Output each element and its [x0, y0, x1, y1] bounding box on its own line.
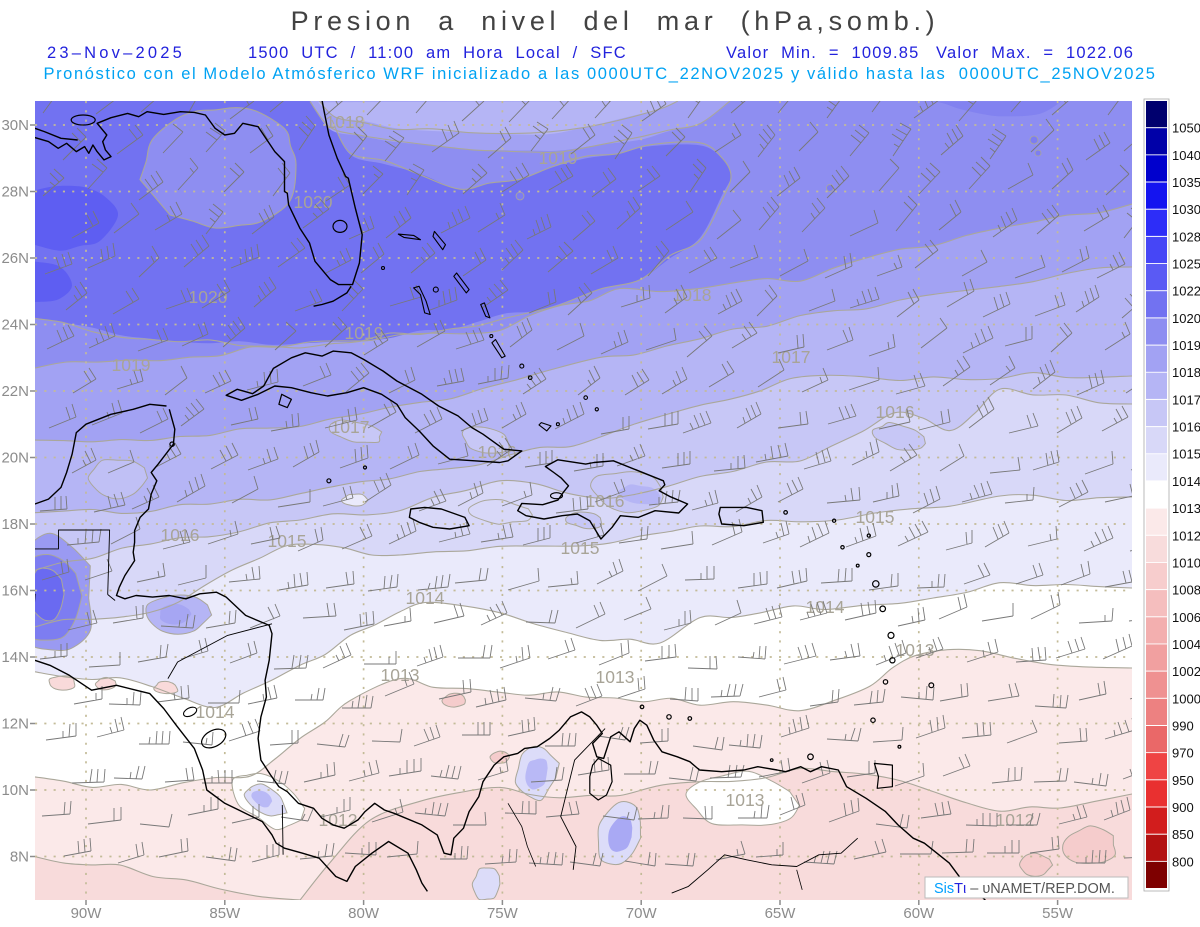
svg-text:1035: 1035 [1172, 175, 1200, 190]
svg-text:1019: 1019 [1172, 338, 1200, 353]
svg-text:800: 800 [1172, 854, 1194, 869]
svg-text:1013: 1013 [596, 667, 635, 687]
svg-text:75W: 75W [487, 905, 519, 922]
svg-text:1022: 1022 [1172, 284, 1200, 299]
svg-text:1015: 1015 [268, 531, 307, 551]
svg-text:950: 950 [1172, 773, 1194, 788]
svg-text:1010: 1010 [1172, 555, 1200, 570]
svg-text:1017: 1017 [331, 417, 370, 437]
svg-text:1019: 1019 [345, 323, 384, 343]
svg-text:1013: 1013 [726, 790, 765, 810]
svg-text:1012: 1012 [1172, 528, 1200, 543]
svg-text:1016: 1016 [161, 525, 200, 545]
svg-text:1016: 1016 [876, 402, 915, 422]
svg-text:1015: 1015 [1172, 447, 1200, 462]
svg-text:85W: 85W [209, 905, 241, 922]
svg-text:1016: 1016 [478, 442, 517, 462]
svg-text:14N: 14N [1, 649, 29, 666]
svg-text:1016: 1016 [586, 491, 625, 511]
svg-text:1014: 1014 [406, 588, 445, 608]
svg-text:1013: 1013 [1172, 501, 1200, 516]
svg-text:1015: 1015 [561, 538, 600, 558]
svg-text:1020: 1020 [294, 192, 333, 212]
svg-text:1020: 1020 [1172, 311, 1200, 326]
svg-text:1008: 1008 [1172, 583, 1200, 598]
svg-text:1017: 1017 [1172, 392, 1200, 407]
svg-text:1018: 1018 [326, 112, 365, 132]
svg-text:1020: 1020 [189, 287, 228, 307]
svg-text:970: 970 [1172, 746, 1194, 761]
svg-text:70W: 70W [626, 905, 658, 922]
svg-text:22N: 22N [1, 383, 29, 400]
svg-text:1018: 1018 [1172, 365, 1200, 380]
svg-text:900: 900 [1172, 800, 1194, 815]
svg-text:1000: 1000 [1172, 691, 1200, 706]
svg-text:850: 850 [1172, 827, 1194, 842]
svg-text:1040: 1040 [1172, 148, 1200, 163]
svg-text:1006: 1006 [1172, 610, 1200, 625]
svg-text:1019: 1019 [112, 355, 151, 375]
svg-text:28N: 28N [1, 184, 29, 201]
svg-text:SisTι – υNAMET/REP.DOM.: SisTι – υNAMET/REP.DOM. [934, 881, 1115, 897]
svg-text:1013: 1013 [381, 665, 420, 685]
svg-text:26N: 26N [1, 250, 29, 267]
svg-text:8N: 8N [10, 849, 29, 866]
svg-text:65W: 65W [765, 905, 797, 922]
svg-text:90W: 90W [71, 905, 103, 922]
svg-text:1030: 1030 [1172, 202, 1200, 217]
svg-text:1004: 1004 [1172, 637, 1200, 652]
svg-text:1025: 1025 [1172, 257, 1200, 272]
svg-text:1012: 1012 [996, 810, 1035, 830]
svg-text:1028: 1028 [1172, 229, 1200, 244]
svg-text:10N: 10N [1, 782, 29, 799]
svg-text:1015: 1015 [856, 507, 895, 527]
svg-text:1014: 1014 [196, 702, 235, 722]
svg-text:12N: 12N [1, 716, 29, 733]
svg-text:1018: 1018 [673, 285, 712, 305]
svg-text:1016: 1016 [1172, 420, 1200, 435]
svg-text:30N: 30N [1, 117, 29, 134]
svg-text:1014: 1014 [1172, 474, 1200, 489]
svg-text:55W: 55W [1042, 905, 1074, 922]
svg-text:1050: 1050 [1172, 121, 1200, 136]
svg-text:18N: 18N [1, 516, 29, 533]
svg-text:990: 990 [1172, 719, 1194, 734]
svg-text:60W: 60W [903, 905, 935, 922]
svg-text:24N: 24N [1, 317, 29, 334]
svg-text:20N: 20N [1, 450, 29, 467]
svg-text:1002: 1002 [1172, 664, 1200, 679]
svg-text:1019: 1019 [539, 148, 578, 168]
svg-text:16N: 16N [1, 583, 29, 600]
svg-text:80W: 80W [348, 905, 380, 922]
